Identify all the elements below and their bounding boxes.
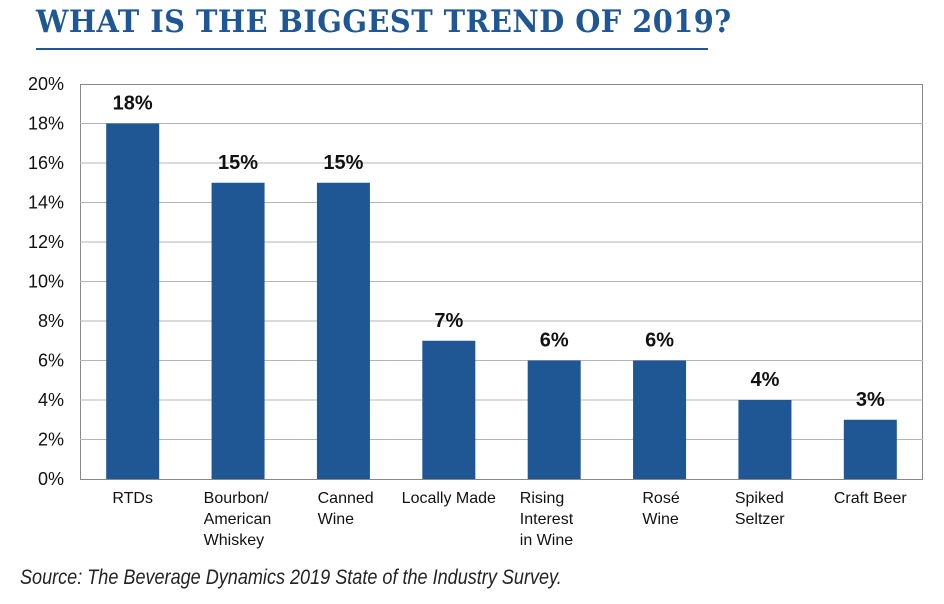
chart-title: WHAT IS THE BIGGEST TREND OF 2019? <box>36 4 732 40</box>
y-tick-label: 12% <box>28 232 64 252</box>
y-tick-label: 8% <box>38 311 64 331</box>
y-tick-label: 0% <box>38 469 64 489</box>
data-label: 6% <box>540 330 569 352</box>
data-label: 6% <box>645 330 674 352</box>
y-tick-label: 2% <box>38 430 64 450</box>
x-tick-label: Craft Beer <box>834 490 908 507</box>
data-label: 15% <box>218 152 258 174</box>
x-tick-label: Bourbon/ <box>204 490 269 507</box>
data-label: 18% <box>113 93 153 115</box>
x-tick-label: Interest <box>520 511 574 528</box>
x-tick-label: in Wine <box>520 532 573 549</box>
bar <box>106 123 160 479</box>
y-tick-label: 18% <box>28 114 64 134</box>
x-tick-label: Seltzer <box>735 511 785 528</box>
bar <box>422 340 476 479</box>
title-underline <box>36 48 708 50</box>
y-tick-label: 16% <box>28 153 64 173</box>
bar <box>527 360 581 479</box>
bar <box>316 182 370 479</box>
x-tick-label: Rosé <box>642 490 679 507</box>
y-tick-label: 4% <box>38 390 64 410</box>
x-tick-label: Locally Made <box>402 490 496 507</box>
bar <box>843 419 897 479</box>
y-tick-label: 20% <box>28 74 64 94</box>
data-label: 15% <box>323 152 363 174</box>
bar <box>738 400 792 479</box>
x-tick-label: Wine <box>642 511 679 528</box>
data-label: 7% <box>434 310 463 332</box>
x-tick-label: Wine <box>318 511 355 528</box>
y-tick-label: 14% <box>28 193 64 213</box>
y-tick-label: 6% <box>38 351 64 371</box>
data-label: 3% <box>856 389 885 411</box>
x-tick-label: American <box>204 511 272 528</box>
x-tick-label: Rising <box>520 490 564 507</box>
bar <box>633 360 687 479</box>
x-tick-label: RTDs <box>112 490 153 507</box>
x-tick-label: Canned <box>318 490 374 507</box>
data-label: 4% <box>750 369 779 391</box>
bar <box>211 182 265 479</box>
x-tick-label: Whiskey <box>204 532 264 549</box>
x-tick-label: Spiked <box>735 490 784 507</box>
source-note: Source: The Beverage Dynamics 2019 State… <box>20 566 562 589</box>
y-tick-label: 10% <box>28 272 64 292</box>
